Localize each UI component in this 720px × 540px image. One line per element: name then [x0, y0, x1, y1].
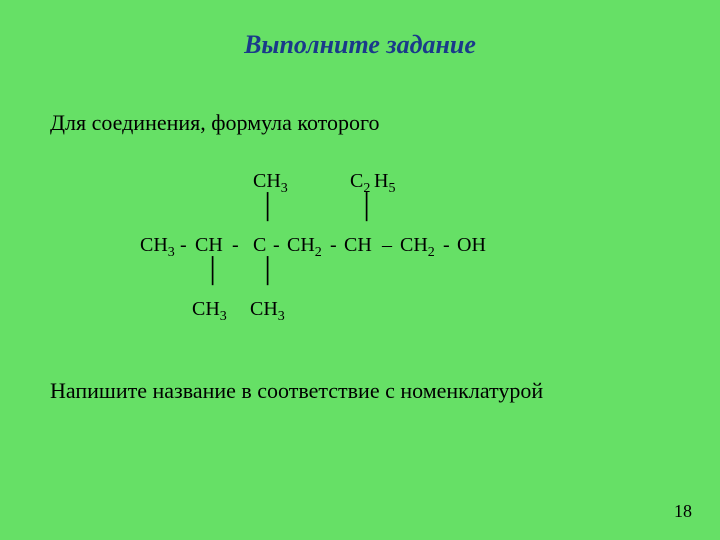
formula-fragment: - — [443, 234, 450, 257]
formula-fragment: CH2 — [400, 234, 435, 257]
formula-fragment: │ — [259, 258, 276, 285]
formula-fragment: OH — [457, 234, 486, 257]
formula-fragment: CH3 — [253, 170, 288, 193]
task-title: Выполните задание — [0, 30, 720, 60]
formula-fragment: CH2 — [287, 234, 322, 257]
formula-fragment: H5 — [374, 170, 395, 193]
formula-fragment: │ — [259, 194, 276, 221]
formula-fragment: │ — [358, 194, 375, 221]
formula-fragment: - — [330, 234, 337, 257]
formula-fragment: │ — [204, 258, 221, 285]
formula-fragment: CH3 — [140, 234, 175, 257]
formula-fragment: C2 — [350, 170, 370, 193]
intro-text: Для соединения, формула которого — [50, 110, 379, 136]
formula-fragment: CH3 — [250, 298, 285, 321]
formula-fragment: - — [273, 234, 280, 257]
formula-fragment: - — [180, 234, 187, 257]
page-number: 18 — [674, 501, 692, 522]
formula-fragment: CH — [195, 234, 223, 257]
formula-fragment: – — [382, 234, 392, 257]
formula-fragment: C — [253, 234, 266, 257]
formula-fragment: - — [232, 234, 239, 257]
formula-fragment: CH — [344, 234, 372, 257]
formula-fragment: CH3 — [192, 298, 227, 321]
outro-text: Напишите название в соответствие с номен… — [50, 378, 543, 404]
